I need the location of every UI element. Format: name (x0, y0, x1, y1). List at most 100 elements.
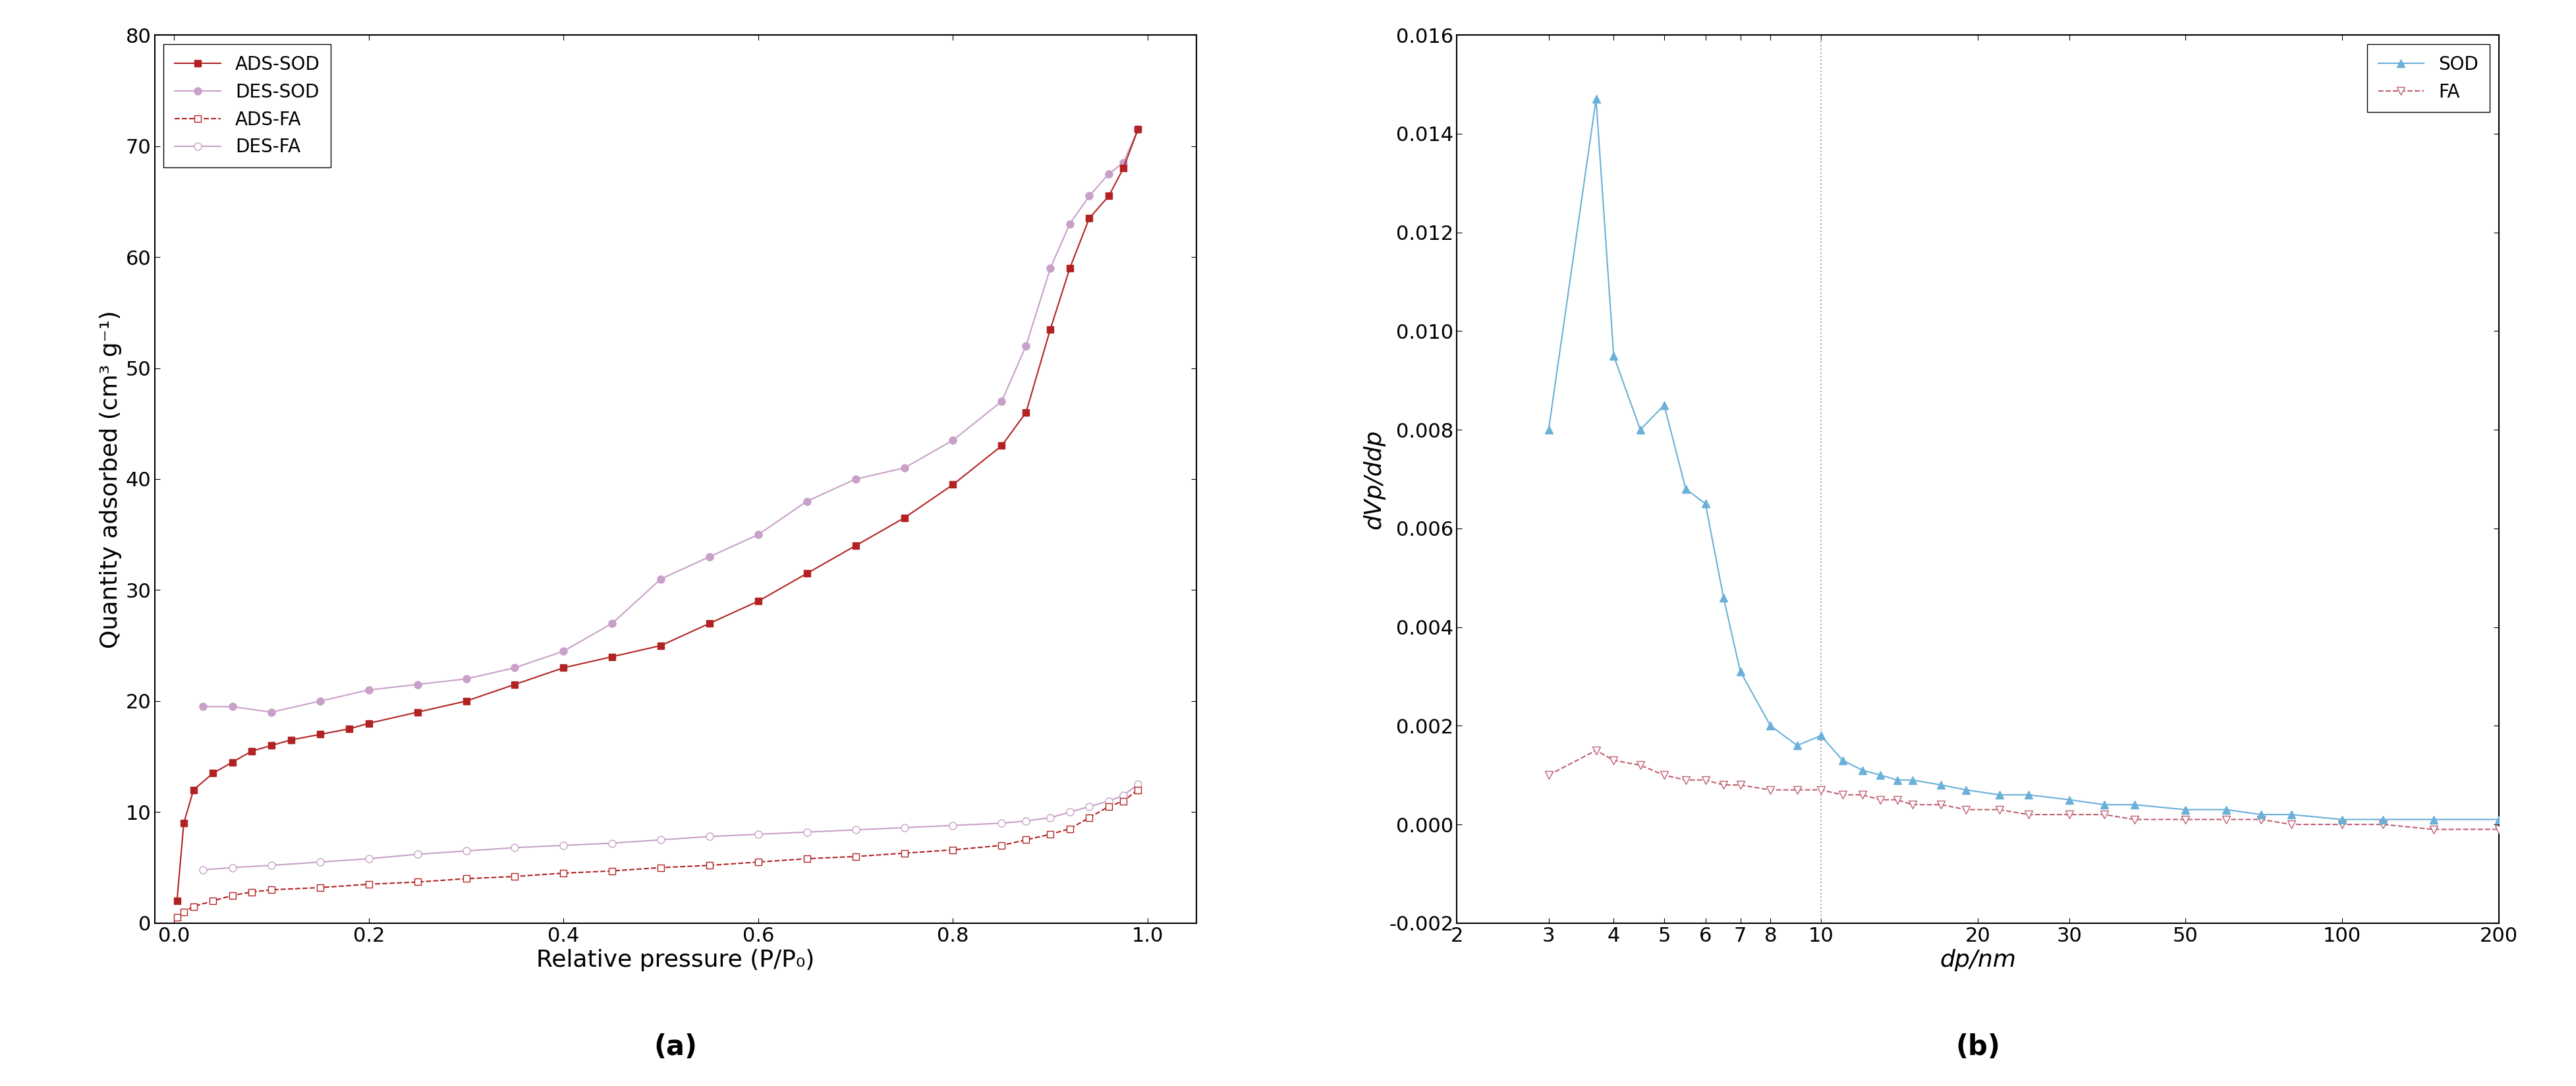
FA (1806, 783, 1837, 796)
ADS-FA (178, 900, 209, 913)
SOD (1625, 424, 1656, 437)
ADS-FA (693, 859, 724, 872)
ADS-SOD (178, 783, 209, 796)
FA (2120, 813, 2151, 826)
Legend: ADS-SOD, DES-SOD, ADS-FA, DES-FA: ADS-SOD, DES-SOD, ADS-FA, DES-FA (165, 45, 330, 167)
ADS-FA (451, 872, 482, 885)
ADS-FA (500, 870, 531, 883)
ADS-SOD (1036, 323, 1066, 336)
ADS-FA (198, 895, 229, 908)
FA (2483, 823, 2514, 836)
SOD (1847, 763, 1878, 776)
SOD (1880, 773, 1911, 786)
SOD (1649, 399, 1680, 412)
ADS-SOD (693, 617, 724, 630)
ADS-FA (1123, 783, 1154, 796)
SOD (1726, 665, 1757, 678)
DES-FA (598, 836, 629, 849)
ADS-SOD (353, 717, 384, 730)
ADS-SOD (840, 539, 871, 552)
ADS-FA (304, 881, 335, 894)
DES-SOD (188, 700, 219, 714)
DES-FA (402, 848, 433, 861)
SOD (1582, 92, 1613, 105)
ADS-FA (353, 877, 384, 891)
DES-SOD (1054, 217, 1084, 230)
FA (1754, 783, 1785, 796)
ADS-SOD (304, 728, 335, 741)
SOD (1708, 591, 1739, 604)
SOD (2419, 813, 2450, 826)
Line: DES-FA: DES-FA (198, 781, 1141, 873)
ADS-SOD (889, 512, 920, 525)
ADS-SOD (1074, 212, 1105, 225)
DES-FA (987, 817, 1018, 830)
ADS-FA (402, 875, 433, 888)
DES-SOD (1123, 123, 1154, 136)
ADS-SOD (198, 767, 229, 780)
DES-SOD (216, 700, 247, 714)
ADS-FA (987, 838, 1018, 851)
ADS-FA (167, 906, 198, 919)
FA (1690, 773, 1721, 786)
ADS-SOD (216, 756, 247, 769)
DES-FA (304, 856, 335, 869)
FA (2210, 813, 2241, 826)
SOD (1783, 738, 1814, 752)
DES-FA (500, 841, 531, 854)
ADS-SOD (255, 738, 286, 752)
DES-SOD (598, 617, 629, 630)
SOD (2053, 793, 2084, 806)
ADS-SOD (1092, 189, 1123, 202)
SOD (1984, 788, 2014, 801)
X-axis label: dp/nm: dp/nm (1940, 949, 2017, 972)
DES-FA (255, 859, 286, 872)
FA (1783, 783, 1814, 796)
DES-FA (647, 833, 677, 846)
FA (1597, 754, 1628, 767)
FA (2367, 818, 2398, 831)
DES-FA (1123, 778, 1154, 791)
SOD (1826, 754, 1857, 767)
DES-FA (791, 825, 822, 838)
SOD (1927, 779, 1958, 792)
FA (2053, 808, 2084, 821)
DES-FA (353, 853, 384, 866)
DES-FA (840, 823, 871, 836)
DES-SOD (791, 495, 822, 508)
ADS-FA (216, 888, 247, 901)
SOD (1597, 350, 1628, 363)
DES-FA (1092, 795, 1123, 808)
X-axis label: Relative pressure (P/P₀): Relative pressure (P/P₀) (536, 949, 814, 972)
ADS-SOD (647, 639, 677, 652)
DES-SOD (840, 472, 871, 485)
FA (1927, 798, 1958, 811)
SOD (2012, 788, 2043, 801)
ADS-SOD (549, 661, 580, 674)
DES-FA (216, 861, 247, 874)
DES-FA (451, 845, 482, 858)
FA (1826, 788, 1857, 801)
DES-SOD (451, 672, 482, 685)
SOD (2483, 813, 2514, 826)
FA (2419, 823, 2450, 836)
FA (1865, 793, 1896, 806)
ADS-SOD (162, 895, 193, 908)
ADS-FA (1108, 795, 1139, 808)
FA (1899, 798, 1929, 811)
SOD (2089, 798, 2120, 811)
DES-FA (1010, 814, 1041, 828)
ADS-SOD (791, 567, 822, 580)
DES-FA (742, 828, 773, 841)
Line: ADS-FA: ADS-FA (173, 786, 1141, 921)
ADS-FA (1036, 828, 1066, 841)
SOD (1754, 719, 1785, 732)
DES-SOD (255, 706, 286, 719)
ADS-SOD (500, 678, 531, 691)
DES-FA (1074, 800, 1105, 813)
ADS-FA (162, 911, 193, 924)
ADS-FA (255, 883, 286, 896)
SOD (1669, 482, 1700, 495)
Y-axis label: Quantity adsorbed (cm³ g⁻¹): Quantity adsorbed (cm³ g⁻¹) (100, 310, 121, 648)
SOD (2326, 813, 2357, 826)
